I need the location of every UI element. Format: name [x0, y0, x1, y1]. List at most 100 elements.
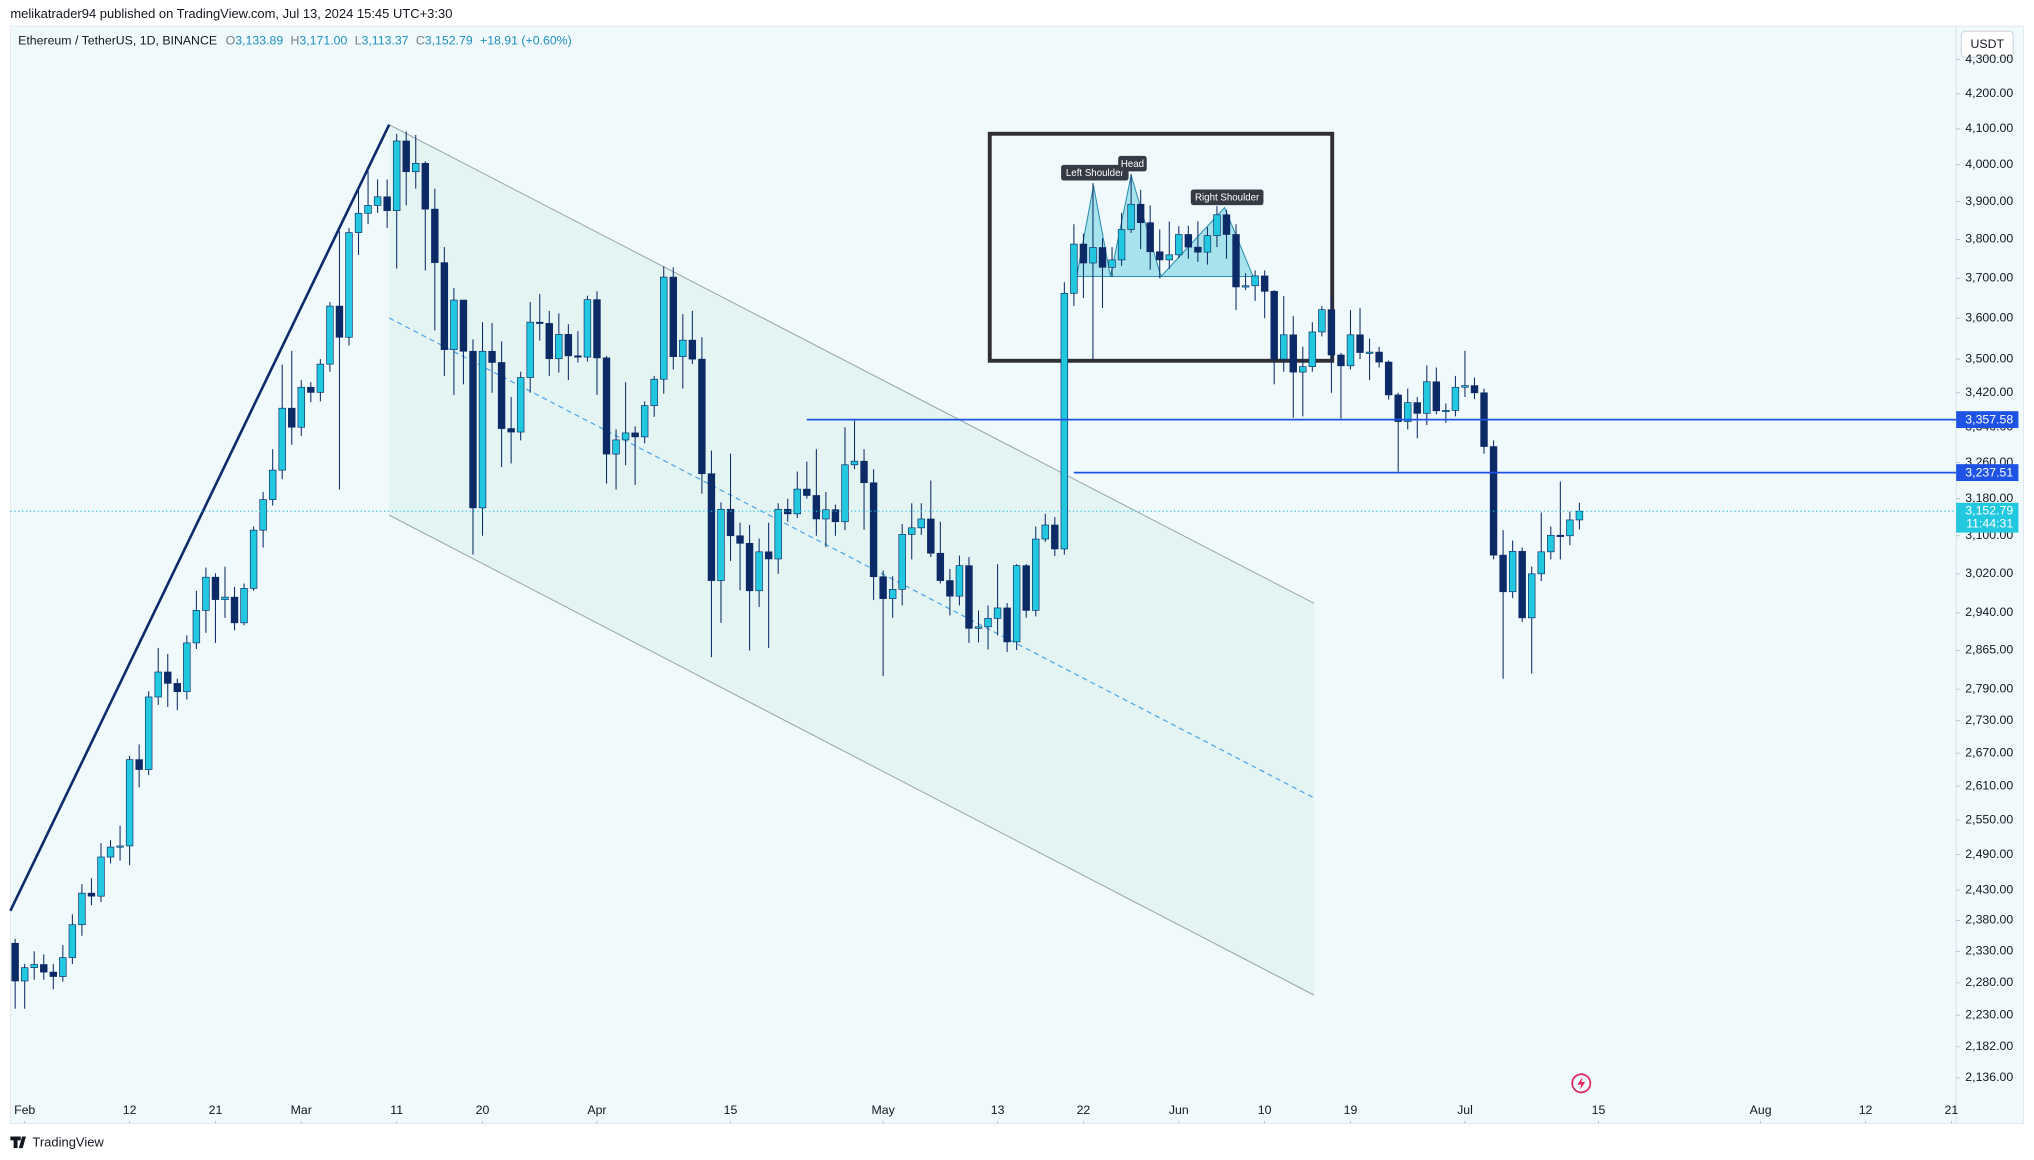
candle-body: [1308, 331, 1317, 367]
candle-body: [621, 432, 630, 441]
x-tick-label: Apr: [587, 1103, 606, 1117]
alert-icon[interactable]: [1571, 1073, 1592, 1094]
channel-upper: [388, 124, 1315, 604]
candle-body: [1280, 334, 1288, 360]
candle-body: [1175, 234, 1183, 256]
candle-body: [1528, 573, 1536, 619]
candle-body: [40, 964, 48, 973]
candle-body: [726, 508, 735, 537]
candle-body: [917, 518, 925, 529]
candle-body: [574, 355, 582, 358]
y-tick-label: 3,500.00: [1965, 351, 2013, 365]
candle-body: [144, 696, 153, 770]
candle-body: [1394, 394, 1402, 422]
annotations: Left Shoulder Head Right Shoulder 3,357.…: [10, 155, 2019, 1094]
candle-body: [173, 683, 181, 693]
candle-body: [1547, 534, 1555, 553]
candle-body: [1461, 385, 1469, 388]
candle-body: [278, 407, 286, 471]
x-tick-label: 13: [991, 1103, 1005, 1117]
candle-body: [30, 964, 38, 968]
candle-body: [78, 892, 86, 926]
y-tick-label: 3,420.00: [1965, 385, 2013, 399]
candle-body: [1327, 309, 1336, 356]
y-tick-label: 4,000.00: [1965, 157, 2013, 171]
alert-bolt: [1577, 1076, 1586, 1090]
candle-body: [154, 671, 162, 698]
candle-body: [345, 232, 353, 338]
ohlc-value: 3,171.00: [299, 34, 347, 48]
candle-body: [402, 140, 410, 173]
level-label: 3,237.51: [1965, 466, 2013, 480]
y-tick-label: 2,790.00: [1965, 681, 2013, 695]
candle-body: [955, 565, 964, 597]
candle-body: [1470, 385, 1479, 394]
candle-body: [1003, 607, 1011, 643]
candle-body: [1156, 251, 1164, 261]
candle-body: [841, 464, 849, 523]
y-tick-label: 2,730.00: [1965, 713, 2013, 727]
candle-body: [793, 488, 801, 515]
candle-body: [1489, 446, 1498, 556]
candle-body: [1404, 402, 1412, 422]
candle-body: [459, 299, 468, 352]
y-tick-label: 2,280.00: [1965, 975, 2013, 989]
candle-body: [736, 535, 744, 544]
currency-box[interactable]: [1960, 30, 2014, 58]
candle-body: [946, 580, 954, 597]
footer: TradingView: [10, 1134, 104, 1149]
legend: Ethereum / TetherUS, 1D, BINANCE O3,133.…: [18, 34, 572, 48]
candle-body: [593, 299, 601, 359]
ohlc-key: H: [291, 34, 300, 48]
candle-body: [1270, 290, 1278, 360]
ohlc-key: O: [226, 34, 236, 48]
ohlc-value: 3,113.37: [362, 34, 409, 48]
ohlc-key: L: [355, 34, 362, 48]
candle-body: [1251, 275, 1259, 287]
x-tick-label: 20: [476, 1103, 490, 1117]
y-tick-label: 4,300.00: [1965, 52, 2013, 66]
candle-body: [1146, 222, 1154, 253]
y-tick-label: 2,550.00: [1965, 812, 2013, 826]
candle-body: [1356, 334, 1364, 353]
ohlc-value: 3,152.79: [425, 34, 473, 48]
candle-body: [631, 432, 639, 438]
candle-body: [1127, 203, 1135, 230]
current-price-box: [1956, 502, 2019, 533]
candle-body: [1432, 381, 1441, 412]
candle-body: [1556, 534, 1565, 537]
y-tick-label: 2,330.00: [1965, 944, 2013, 958]
candle-body: [364, 205, 372, 214]
candle-body: [612, 439, 620, 455]
currency[interactable]: USDT: [1971, 37, 2005, 51]
x-tick-label: Feb: [14, 1103, 35, 1117]
axes: 4,300.00 4,200.00 4,100.00 4,000.00 3,900.00…: [14, 52, 2013, 1124]
candle-body: [316, 363, 325, 393]
candle-body: [1051, 524, 1059, 550]
change: +18.91 (+0.60%): [480, 34, 572, 48]
candles: [11, 131, 1584, 1009]
x-tick-label: 22: [1077, 1103, 1091, 1117]
candle-body: [555, 334, 563, 360]
candle-body: [297, 386, 305, 428]
candle-body: [822, 509, 830, 520]
candle-body: [1165, 254, 1173, 261]
annotation: Right Shoulder: [1195, 193, 1260, 204]
y-tick-label: 2,940.00: [1965, 605, 2013, 619]
candle-body: [97, 856, 105, 897]
candle-body: [1098, 247, 1107, 268]
candle-body: [927, 518, 935, 554]
candle-body: [936, 552, 945, 581]
candle-body: [192, 610, 201, 644]
level-label-box: [1956, 411, 2019, 429]
candle-body: [1508, 551, 1517, 593]
candle-body: [1108, 259, 1116, 268]
trend-line: [9, 124, 391, 912]
y-tick-label: 3,600.00: [1965, 310, 2013, 324]
candle-body: [965, 565, 973, 629]
y-tick-label: 3,700.00: [1965, 271, 2013, 285]
y-tick-label: 2,610.00: [1965, 778, 2013, 792]
x-tick-label: 19: [1344, 1103, 1358, 1117]
candle-body: [412, 163, 420, 173]
candle-body: [135, 759, 143, 770]
